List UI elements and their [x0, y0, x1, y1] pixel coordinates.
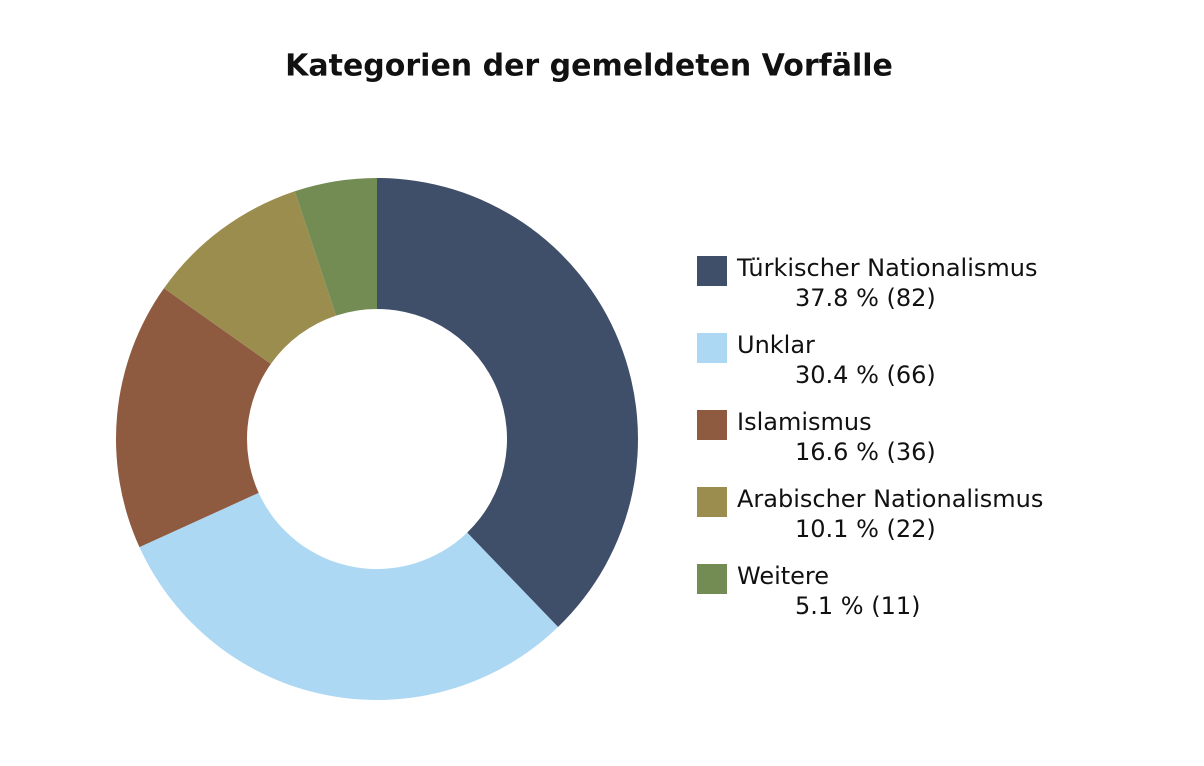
donut-slice [139, 492, 559, 701]
legend-label: Arabischer Nationalismus [737, 485, 1043, 513]
legend-swatch [697, 333, 727, 363]
legend-swatch [697, 256, 727, 286]
legend-value: 30.4 % (66) [795, 361, 936, 389]
legend-swatch [697, 410, 727, 440]
legend-swatch [697, 487, 727, 517]
legend-label: Unklar [737, 331, 815, 359]
donut-slice [294, 178, 377, 316]
donut-slice [116, 288, 271, 548]
legend-value: 10.1 % (22) [795, 515, 936, 543]
legend-label: Weitere [737, 562, 829, 590]
legend-value: 16.6 % (36) [795, 438, 936, 466]
legend-value: 5.1 % (11) [795, 592, 921, 620]
donut-slice [163, 191, 337, 364]
chart-title: Kategorien der gemeldeten Vorfälle [285, 49, 893, 84]
legend-label: Islamismus [737, 408, 872, 436]
legend-label: Türkischer Nationalismus [736, 254, 1037, 282]
legend-value: 37.8 % (82) [795, 284, 936, 312]
donut-slice [377, 178, 638, 628]
legend-swatch [697, 564, 727, 594]
